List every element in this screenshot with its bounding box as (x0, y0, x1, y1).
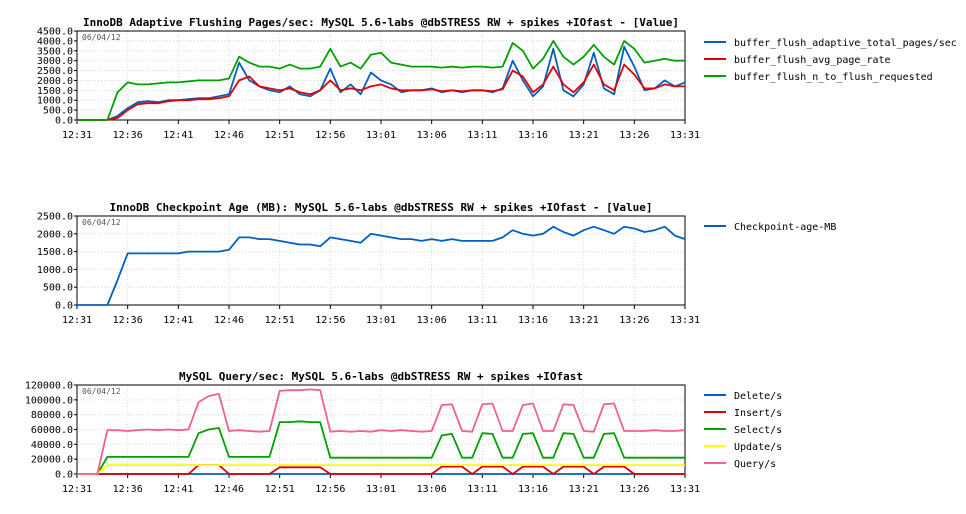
y-tick-label: 2500.0 (37, 66, 73, 77)
x-tick-label: 12:36 (113, 315, 143, 326)
x-tick-label: 12:56 (315, 315, 345, 326)
x-tick-label: 13:06 (417, 130, 447, 141)
chart-title: InnoDB Checkpoint Age (MB): MySQL 5.6-la… (109, 201, 652, 214)
date-label: 06/04/12 (82, 218, 121, 227)
x-tick-label: 12:31 (62, 315, 92, 326)
x-tick-label: 13:01 (366, 130, 396, 141)
y-tick-label: 500.0 (43, 283, 73, 294)
y-tick-label: 2000.0 (37, 229, 73, 240)
x-tick-label: 12:31 (62, 484, 92, 495)
x-tick-label: 12:56 (315, 130, 345, 141)
x-tick-label: 13:01 (366, 315, 396, 326)
x-tick-label: 12:41 (163, 484, 193, 495)
date-label: 06/04/12 (82, 33, 121, 42)
x-tick-label: 12:36 (113, 484, 143, 495)
y-tick-label: 100000.0 (25, 395, 73, 406)
plot-frame (76, 215, 686, 306)
series-line-4 (77, 388, 686, 475)
x-tick-label: 12:46 (214, 315, 244, 326)
y-tick-label: 2000.0 (37, 76, 73, 87)
chart-title: MySQL Query/sec: MySQL 5.6-labs @dbSTRES… (179, 370, 583, 383)
checkpoint-age-chart: InnoDB Checkpoint Age (MB): MySQL 5.6-la… (37, 201, 836, 326)
y-tick-label: 1500.0 (37, 86, 73, 97)
legend-label: buffer_flush_avg_page_rate (734, 55, 891, 66)
series-line-1 (77, 63, 685, 121)
y-tick-label: 60000.0 (31, 425, 73, 436)
x-tick-label: 13:11 (467, 130, 497, 141)
x-tick-label: 13:26 (619, 315, 649, 326)
y-tick-label: 0.0 (55, 470, 73, 481)
x-tick-label: 12:51 (265, 484, 295, 495)
y-tick-label: 1000.0 (37, 96, 73, 107)
y-tick-label: 500.0 (43, 106, 73, 117)
x-tick-label: 13:26 (619, 484, 649, 495)
y-tick-label: 3500.0 (37, 46, 73, 57)
series-line-0 (77, 225, 686, 306)
x-tick-label: 13:31 (670, 484, 700, 495)
series-line-2 (77, 420, 685, 475)
x-tick-label: 13:16 (518, 130, 548, 141)
legend-label: Checkpoint-age-MB (734, 222, 836, 233)
x-tick-label: 12:46 (214, 130, 244, 141)
plot-frame (76, 30, 686, 121)
x-tick-label: 13:16 (518, 315, 548, 326)
x-tick-label: 13:01 (366, 484, 396, 495)
x-tick-label: 13:11 (467, 484, 497, 495)
y-tick-label: 0.0 (55, 301, 73, 312)
y-tick-label: 4000.0 (37, 36, 73, 47)
y-tick-label: 3000.0 (37, 56, 73, 67)
x-tick-label: 12:51 (265, 130, 295, 141)
legend-label: Update/s (734, 442, 782, 453)
x-tick-label: 12:41 (163, 130, 193, 141)
y-tick-label: 1000.0 (37, 265, 73, 276)
series-line-2 (77, 40, 685, 121)
x-tick-label: 13:21 (569, 484, 599, 495)
y-tick-label: 4500.0 (37, 27, 73, 38)
series-line-3 (77, 464, 685, 475)
y-tick-label: 120000.0 (25, 381, 73, 392)
y-tick-label: 2500.0 (37, 212, 73, 223)
query-rate-chart: MySQL Query/sec: MySQL 5.6-labs @dbSTRES… (25, 370, 782, 495)
y-tick-label: 0.0 (55, 116, 73, 127)
legend-label: buffer_flush_adaptive_total_pages/sec (734, 38, 957, 49)
x-tick-label: 13:21 (569, 315, 599, 326)
x-tick-label: 13:11 (467, 315, 497, 326)
x-tick-label: 13:31 (670, 130, 700, 141)
x-tick-label: 12:51 (265, 315, 295, 326)
date-label: 06/04/12 (82, 387, 121, 396)
x-tick-label: 13:06 (417, 315, 447, 326)
legend-label: Query/s (734, 459, 776, 470)
y-tick-label: 20000.0 (31, 455, 73, 466)
legend-label: Delete/s (734, 391, 782, 402)
y-tick-label: 1500.0 (37, 247, 73, 258)
x-tick-label: 12:31 (62, 130, 92, 141)
x-tick-label: 13:16 (518, 484, 548, 495)
legend-label: Insert/s (734, 408, 782, 419)
x-tick-label: 13:21 (569, 130, 599, 141)
x-tick-label: 13:31 (670, 315, 700, 326)
legend-label: buffer_flush_n_to_flush_requested (734, 72, 933, 83)
adaptive-flushing-chart: InnoDB Adaptive Flushing Pages/sec: MySQ… (37, 16, 957, 141)
x-tick-label: 12:36 (113, 130, 143, 141)
series-line-1 (77, 464, 685, 475)
x-tick-label: 12:41 (163, 315, 193, 326)
legend-label: Select/s (734, 425, 782, 436)
x-tick-label: 12:56 (315, 484, 345, 495)
y-tick-label: 80000.0 (31, 410, 73, 421)
x-tick-label: 12:46 (214, 484, 244, 495)
x-tick-label: 13:06 (417, 484, 447, 495)
x-tick-label: 13:26 (619, 130, 649, 141)
y-tick-label: 40000.0 (31, 440, 73, 451)
chart-title: InnoDB Adaptive Flushing Pages/sec: MySQ… (83, 16, 679, 29)
